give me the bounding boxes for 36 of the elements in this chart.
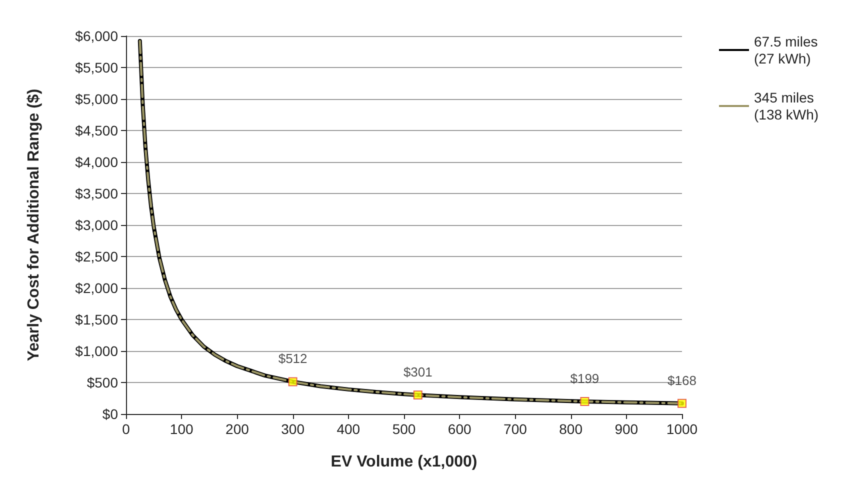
y-tick-label: $3,000 — [75, 217, 118, 233]
y-tick-label: $1,000 — [75, 343, 118, 359]
x-tick-label: 200 — [226, 421, 250, 437]
y-tick-label: $5,000 — [75, 91, 118, 107]
y-tick-label: $0 — [102, 406, 118, 422]
y-tick-label: $3,500 — [75, 186, 118, 202]
y-tick-label: $6,000 — [75, 28, 118, 44]
y-tick-label: $4,500 — [75, 122, 118, 138]
point — [580, 396, 590, 406]
x-tick-label: 0 — [122, 421, 130, 437]
y-tick-label: $4,000 — [75, 154, 118, 170]
data-label: $199 — [570, 370, 600, 386]
data-label: $301 — [403, 364, 432, 380]
x-tick-label: 500 — [392, 421, 416, 437]
x-tick-label: 400 — [336, 421, 360, 437]
y-tick-label: $2,000 — [75, 280, 118, 296]
point — [678, 398, 686, 408]
y-tick-label: $2,500 — [75, 248, 118, 264]
point — [413, 390, 422, 400]
point — [288, 377, 298, 386]
x-tick-label: 600 — [448, 421, 472, 437]
x-tick-label: 100 — [170, 421, 194, 437]
y-tick-label: $1,500 — [75, 312, 118, 328]
legend-label: 345 miles (138 kWh) — [754, 90, 819, 122]
x-tick-label: 900 — [614, 421, 638, 437]
x-tick-label: 300 — [281, 421, 305, 437]
x-axis-title: EV Volume (x1,000) — [330, 454, 478, 470]
y-axis-title: Yearly Cost for Additional Range ($) — [26, 88, 42, 362]
x-tick-label: 800 — [559, 421, 583, 437]
x-tick-label: 1000 — [666, 421, 698, 437]
legend-label: 67.5 miles (27 kWh) — [754, 34, 822, 66]
y-tick-label: $5,500 — [75, 60, 118, 76]
y-tick-label: $500 — [86, 374, 118, 390]
data-label: $168 — [668, 372, 696, 388]
x-tick-label: 700 — [504, 421, 528, 437]
data-label: $512 — [278, 351, 308, 366]
